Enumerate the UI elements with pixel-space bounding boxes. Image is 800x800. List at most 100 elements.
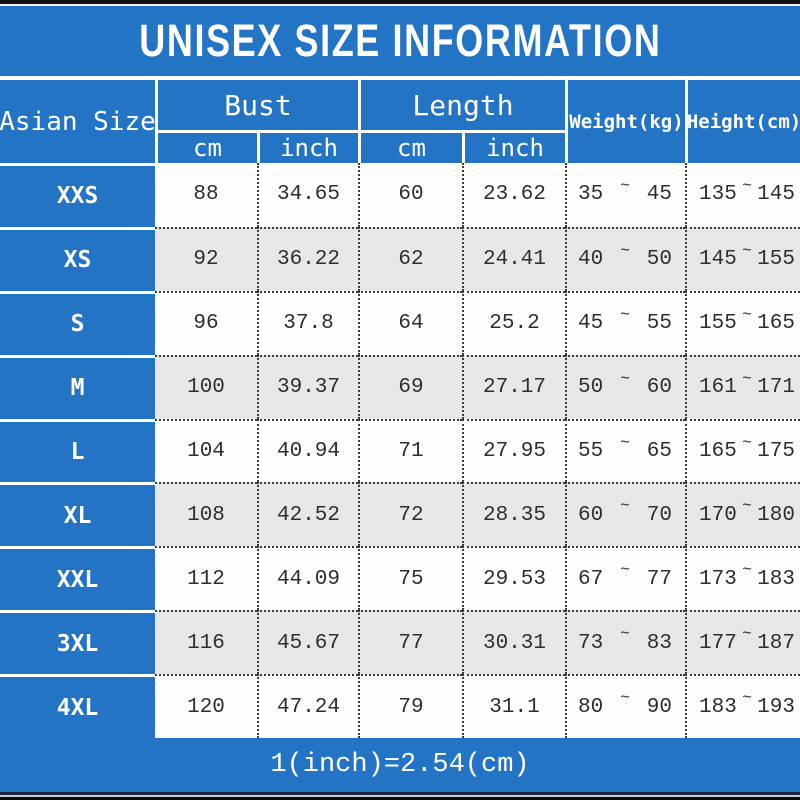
bottom-navy-line [0, 792, 800, 795]
weight-max: 45 [646, 183, 672, 207]
table-row-4xl: 4XL 120 47.24 79 31.1 80 ~90 183 ~193 [0, 674, 800, 739]
tilde-glyph: ~ [742, 689, 752, 708]
weight-min: 73 [578, 631, 604, 655]
tilde-glyph: ~ [742, 561, 752, 580]
conversion-note: 1(inch)=2.54(cm) [270, 750, 530, 780]
tilde-glyph: ~ [742, 241, 752, 260]
height-max: 180 [757, 503, 795, 527]
height-min: 145 [699, 248, 737, 272]
length-inch-value: 23.62 [462, 163, 565, 227]
size-label: XXS [0, 163, 155, 227]
size-label: XS [0, 226, 155, 291]
weight-min: 60 [578, 503, 604, 527]
weight-max: 77 [646, 567, 672, 591]
table-row-m: M 100 39.37 69 27.17 50 ~60 161 ~171 [0, 354, 800, 419]
header-bust-cm: cm [155, 130, 257, 163]
length-cm-value: 62 [358, 226, 462, 291]
weight-min: 67 [578, 567, 604, 591]
table-row-xxs: XXS 88 34.65 60 23.62 35 ~45 135 ~145 [0, 163, 800, 227]
weight-min: 80 [578, 695, 604, 719]
length-cm-value: 75 [358, 546, 462, 611]
bust-cm-value: 92 [155, 226, 257, 291]
bust-inch-value: 45.67 [257, 610, 358, 675]
weight-max: 55 [646, 312, 672, 336]
size-label: 4XL [0, 674, 155, 739]
height-max: 187 [757, 631, 795, 655]
header-bust-inch: inch [257, 130, 358, 163]
tilde-glyph: ~ [620, 497, 630, 516]
weight-range: 35 ~45 [565, 163, 685, 227]
weight-range: 67 ~77 [565, 546, 685, 611]
tilde-glyph: ~ [620, 305, 630, 324]
length-inch-value: 27.17 [462, 354, 565, 419]
height-range: 161 ~171 [685, 354, 800, 419]
height-max: 155 [757, 248, 795, 272]
height-range: 155 ~165 [685, 290, 800, 355]
top-divider-line [0, 4, 800, 6]
header-asian-size: Asian Size [0, 80, 156, 163]
title-divider [0, 76, 800, 80]
height-range: 183 ~193 [685, 674, 800, 739]
table-row-s: S 96 37.8 64 25.2 45 ~55 155 ~165 [0, 290, 800, 355]
height-max: 165 [757, 312, 795, 336]
height-range: 177 ~187 [685, 610, 800, 675]
top-black-bar [0, 0, 800, 4]
tilde-glyph: ~ [620, 369, 630, 388]
table-body: XXS 88 34.65 60 23.62 35 ~45 135 ~145 XS 9… [0, 163, 800, 739]
tilde-glyph: ~ [742, 305, 752, 324]
length-inch-value: 31.1 [462, 674, 565, 739]
bust-cm-value: 88 [155, 163, 257, 227]
size-label: L [0, 418, 155, 483]
bust-cm-value: 100 [155, 354, 257, 419]
weight-range: 50 ~60 [565, 354, 685, 419]
height-min: 173 [699, 567, 737, 591]
tilde-glyph: ~ [620, 433, 630, 452]
bust-inch-value: 37.8 [257, 290, 358, 355]
length-inch-value: 25.2 [462, 290, 565, 355]
bust-inch-value: 47.24 [257, 674, 358, 739]
bust-cm-value: 108 [155, 482, 257, 547]
weight-min: 55 [578, 440, 604, 463]
length-cm-value: 64 [358, 290, 462, 355]
bust-inch-value: 42.52 [257, 482, 358, 547]
length-inch-value: 27.95 [462, 418, 565, 483]
tilde-glyph: ~ [620, 689, 630, 708]
bust-inch-value: 40.94 [257, 418, 358, 483]
height-min: 170 [699, 503, 737, 527]
size-label: XXL [0, 546, 155, 611]
tilde-glyph: ~ [620, 625, 630, 644]
length-inch-value: 30.31 [462, 610, 565, 675]
bust-cm-value: 120 [155, 674, 257, 739]
tilde-glyph: ~ [742, 369, 752, 388]
length-inch-value: 24.41 [462, 226, 565, 291]
header-length-inch: inch [462, 130, 565, 163]
header-length-group: Length [358, 80, 565, 130]
tilde-glyph: ~ [742, 497, 752, 516]
header-weight: Weight(kg) [565, 80, 685, 163]
header-length-cm: cm [358, 130, 462, 163]
table-row-xxl: XXL 112 44.09 75 29.53 67 ~77 173 ~183 [0, 546, 800, 611]
bottom-black-bar [0, 797, 800, 800]
table-row-xs: XS 92 36.22 62 24.41 40 ~50 145 ~155 [0, 226, 800, 291]
weight-min: 45 [578, 312, 604, 336]
weight-range: 60 ~70 [565, 482, 685, 547]
bust-inch-value: 36.22 [257, 226, 358, 291]
footer-bar: 1(inch)=2.54(cm) [0, 738, 800, 792]
height-range: 173 ~183 [685, 546, 800, 611]
tilde-glyph: ~ [742, 625, 752, 644]
height-range: 165 ~175 [685, 418, 800, 483]
title-bar: UNISEX SIZE INFORMATION [0, 6, 800, 76]
size-label: M [0, 354, 155, 419]
height-min: 135 [699, 183, 737, 207]
bust-inch-value: 39.37 [257, 354, 358, 419]
height-min: 177 [699, 631, 737, 655]
height-max: 175 [757, 440, 795, 463]
weight-range: 80 ~90 [565, 674, 685, 739]
page-title: UNISEX SIZE INFORMATION [138, 15, 662, 66]
bust-cm-value: 112 [155, 546, 257, 611]
length-cm-value: 71 [358, 418, 462, 483]
weight-min: 50 [578, 376, 604, 400]
height-max: 171 [757, 376, 795, 400]
weight-max: 65 [646, 440, 672, 463]
bust-cm-value: 104 [155, 418, 257, 483]
